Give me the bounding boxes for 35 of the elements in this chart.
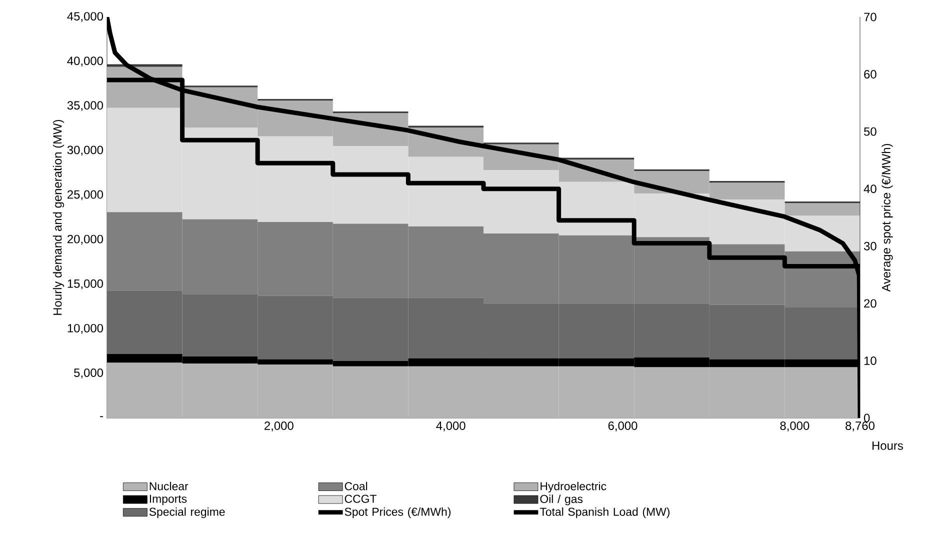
y-tick-label: 15,000 (68, 279, 104, 290)
y-axis-title: Hourly demand and generation (MW) (52, 120, 64, 315)
y2-tick-label: 30 (864, 242, 876, 250)
y-tick-label: - (100, 416, 103, 418)
y-tick-label: 5,000 (74, 368, 104, 378)
x-axis-title: Hours (872, 442, 903, 450)
legend-label: Oil / gas (540, 494, 583, 506)
y2-tick-label: 60 (864, 70, 876, 79)
y2-tick-label: 0 (864, 414, 870, 422)
y-tick-label: 35,000 (67, 101, 104, 112)
y2-tick-label: 10 (864, 356, 876, 365)
legend-label: CCGT (344, 494, 376, 503)
legend-label: Coal (344, 482, 368, 490)
x-tick-label: 8,760 (846, 422, 874, 432)
y-tick-label: 20,000 (68, 234, 104, 245)
y-tick-label: 10,000 (68, 324, 104, 334)
legend-label: Nuclear (150, 482, 188, 490)
y2-axis-title: Average spot price (€/MWh) (882, 144, 893, 292)
legend-label: Imports (150, 494, 187, 506)
legend-label: Total Spanish Load (MW) (540, 507, 670, 518)
y-tick-label: 25,000 (68, 190, 104, 200)
x-tick-label: 6,000 (608, 422, 638, 432)
y-tick-label: 30,000 (67, 146, 104, 156)
y-tick-label: 45,000 (67, 12, 104, 22)
y2-tick-label: 50 (864, 127, 876, 136)
legend-label: Spot Prices (€/MWh) (344, 507, 451, 518)
legend-label: Hydroelectric (540, 482, 606, 493)
y2-tick-label: 20 (864, 299, 876, 308)
y2-tick-label: 70 (864, 12, 876, 22)
y2-tick-label: 40 (864, 184, 876, 194)
x-tick-label: 4,000 (436, 422, 466, 432)
y-tick-label: 40,000 (67, 56, 104, 66)
x-tick-label: 8,000 (780, 422, 810, 432)
legend-label: Special regime (149, 507, 225, 518)
x-tick-label: 2,000 (264, 422, 294, 432)
